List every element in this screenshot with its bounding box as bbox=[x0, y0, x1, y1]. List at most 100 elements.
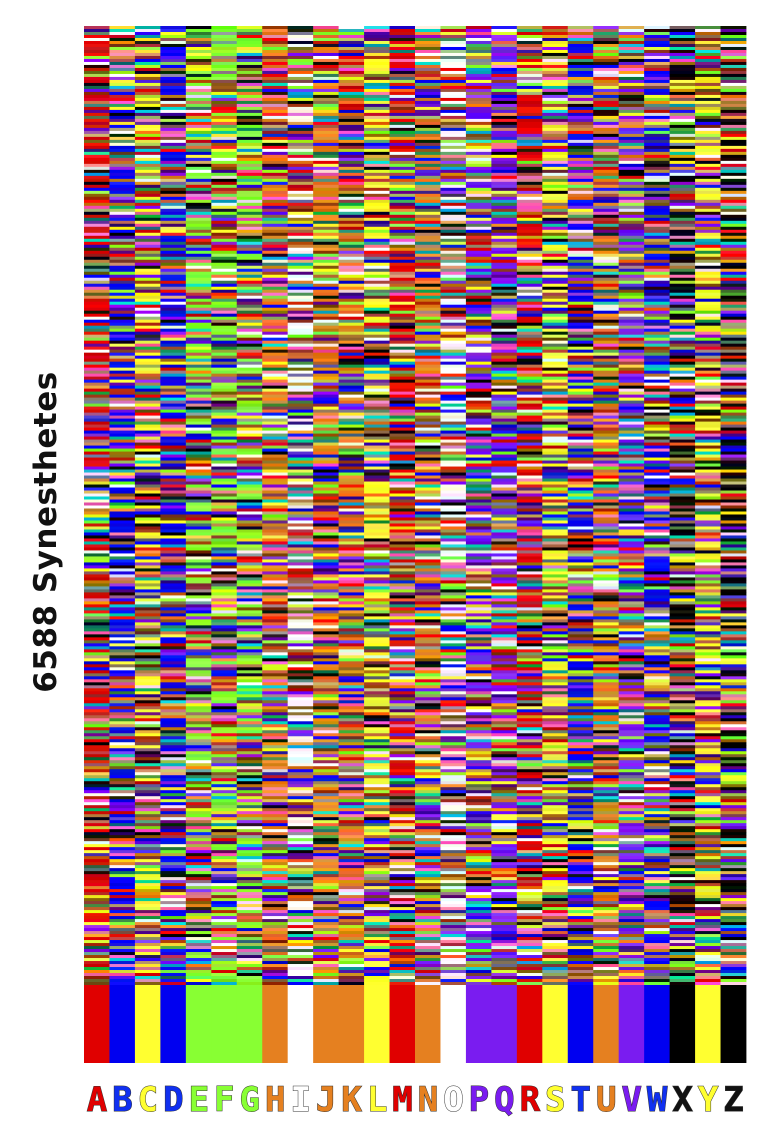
stripe bbox=[185, 769, 212, 773]
stripe bbox=[313, 604, 340, 608]
stripe bbox=[313, 361, 340, 366]
stripe bbox=[134, 748, 161, 752]
stripe bbox=[160, 379, 187, 384]
stripe bbox=[134, 58, 161, 63]
stripe bbox=[84, 256, 110, 261]
stripe bbox=[185, 196, 212, 201]
stripe bbox=[160, 547, 187, 551]
stripe bbox=[364, 622, 390, 626]
stripe bbox=[465, 553, 492, 557]
stripe bbox=[313, 658, 340, 662]
stripe bbox=[287, 202, 314, 207]
stripe bbox=[338, 748, 365, 752]
stripe bbox=[109, 844, 136, 848]
stripe bbox=[364, 223, 390, 228]
stripe bbox=[109, 136, 136, 141]
stripe bbox=[415, 235, 441, 240]
stripe bbox=[415, 568, 441, 572]
stripe bbox=[160, 370, 187, 375]
stripe bbox=[185, 838, 212, 842]
stripe bbox=[287, 511, 314, 515]
stripe bbox=[134, 889, 161, 893]
stripe bbox=[313, 166, 340, 171]
stripe bbox=[364, 685, 390, 689]
stripe bbox=[84, 205, 110, 210]
stripe bbox=[160, 202, 187, 207]
stripe bbox=[134, 121, 161, 126]
stripe bbox=[364, 157, 390, 162]
stripe bbox=[211, 730, 238, 734]
stripe bbox=[440, 709, 467, 713]
stripe bbox=[160, 946, 187, 950]
stripe bbox=[313, 262, 340, 267]
stripe bbox=[236, 76, 263, 81]
stripe bbox=[313, 523, 340, 527]
stripe bbox=[440, 196, 467, 201]
stripe bbox=[338, 160, 365, 165]
stripe bbox=[313, 40, 340, 45]
stripe bbox=[84, 547, 110, 551]
stripe bbox=[287, 280, 314, 285]
stripe bbox=[262, 244, 289, 249]
stripe bbox=[287, 349, 314, 354]
stripe bbox=[287, 157, 314, 162]
stripe bbox=[389, 274, 416, 279]
stripe bbox=[338, 391, 365, 396]
stripe bbox=[465, 250, 492, 255]
stripe bbox=[134, 961, 161, 965]
stripe bbox=[109, 37, 136, 42]
stripe bbox=[389, 178, 416, 183]
stripe bbox=[134, 484, 161, 488]
stripe bbox=[134, 844, 161, 848]
stripe bbox=[109, 541, 136, 545]
stripe bbox=[236, 937, 263, 941]
stripe bbox=[160, 136, 187, 141]
stripe bbox=[262, 745, 289, 749]
stripe bbox=[211, 844, 238, 848]
stripe bbox=[84, 979, 110, 983]
stripe bbox=[262, 247, 289, 252]
stripe bbox=[313, 169, 340, 174]
stripe bbox=[185, 118, 212, 123]
stripe bbox=[440, 631, 467, 635]
stripe bbox=[389, 829, 416, 833]
stripe bbox=[160, 610, 187, 614]
stripe bbox=[313, 217, 340, 222]
stripe bbox=[236, 145, 263, 150]
stripe bbox=[313, 733, 340, 737]
stripe bbox=[465, 448, 492, 452]
stripe bbox=[236, 82, 263, 87]
stripe bbox=[440, 610, 467, 614]
stripe bbox=[160, 103, 187, 108]
stripe bbox=[160, 358, 187, 363]
stripe bbox=[389, 802, 416, 806]
stripe bbox=[236, 862, 263, 866]
stripe bbox=[364, 139, 390, 144]
stripe bbox=[440, 409, 467, 413]
stripe bbox=[364, 868, 390, 872]
stripe bbox=[440, 958, 467, 962]
stripe bbox=[440, 844, 467, 848]
stripe bbox=[389, 463, 416, 467]
stripe bbox=[287, 94, 314, 99]
stripe bbox=[287, 29, 314, 33]
stripe bbox=[440, 220, 467, 225]
stripe bbox=[185, 856, 212, 860]
stripe bbox=[287, 214, 314, 219]
stripe bbox=[109, 214, 136, 219]
stripe bbox=[109, 442, 136, 446]
stripe bbox=[364, 847, 390, 851]
stripe bbox=[185, 166, 212, 171]
stripe bbox=[313, 43, 340, 48]
stripe bbox=[185, 661, 212, 665]
stripe bbox=[440, 718, 467, 722]
stripe bbox=[262, 595, 289, 599]
stripe bbox=[440, 757, 467, 761]
stripe bbox=[185, 115, 212, 120]
stripe bbox=[287, 556, 314, 560]
stripe bbox=[134, 682, 161, 686]
stripe bbox=[262, 709, 289, 713]
stripe bbox=[415, 145, 441, 150]
stripe bbox=[415, 736, 441, 740]
stripe bbox=[262, 961, 289, 965]
